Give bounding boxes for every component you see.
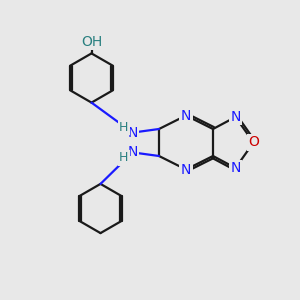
Text: N: N — [181, 109, 191, 122]
Text: H: H — [119, 121, 128, 134]
Text: O: O — [248, 136, 259, 149]
Text: N: N — [230, 161, 241, 175]
Text: N: N — [128, 146, 138, 159]
Text: N: N — [230, 110, 241, 124]
Text: N: N — [181, 163, 191, 176]
Text: OH: OH — [81, 35, 102, 49]
Text: N: N — [128, 126, 138, 140]
Text: H: H — [119, 151, 128, 164]
